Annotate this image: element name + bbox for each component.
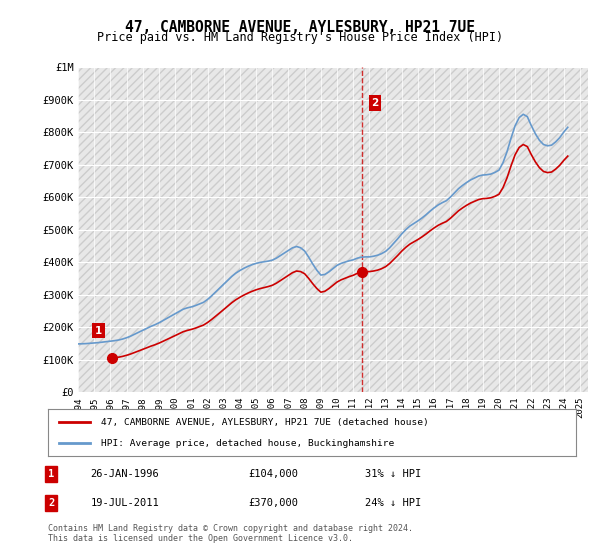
Text: 2: 2 — [48, 498, 54, 508]
Text: HPI: Average price, detached house, Buckinghamshire: HPI: Average price, detached house, Buck… — [101, 438, 394, 447]
Text: 26-JAN-1996: 26-JAN-1996 — [90, 469, 159, 479]
Text: 47, CAMBORNE AVENUE, AYLESBURY, HP21 7UE: 47, CAMBORNE AVENUE, AYLESBURY, HP21 7UE — [125, 20, 475, 35]
Text: 1: 1 — [48, 469, 54, 479]
Text: 31% ↓ HPI: 31% ↓ HPI — [365, 469, 421, 479]
Text: 2: 2 — [371, 98, 379, 108]
Text: Price paid vs. HM Land Registry's House Price Index (HPI): Price paid vs. HM Land Registry's House … — [97, 31, 503, 44]
Text: 1: 1 — [95, 325, 102, 335]
Text: £370,000: £370,000 — [248, 498, 299, 508]
Text: £104,000: £104,000 — [248, 469, 299, 479]
Text: 24% ↓ HPI: 24% ↓ HPI — [365, 498, 421, 508]
Text: Contains HM Land Registry data © Crown copyright and database right 2024.
This d: Contains HM Land Registry data © Crown c… — [48, 524, 413, 543]
Text: 47, CAMBORNE AVENUE, AYLESBURY, HP21 7UE (detached house): 47, CAMBORNE AVENUE, AYLESBURY, HP21 7UE… — [101, 418, 428, 427]
Text: 19-JUL-2011: 19-JUL-2011 — [90, 498, 159, 508]
